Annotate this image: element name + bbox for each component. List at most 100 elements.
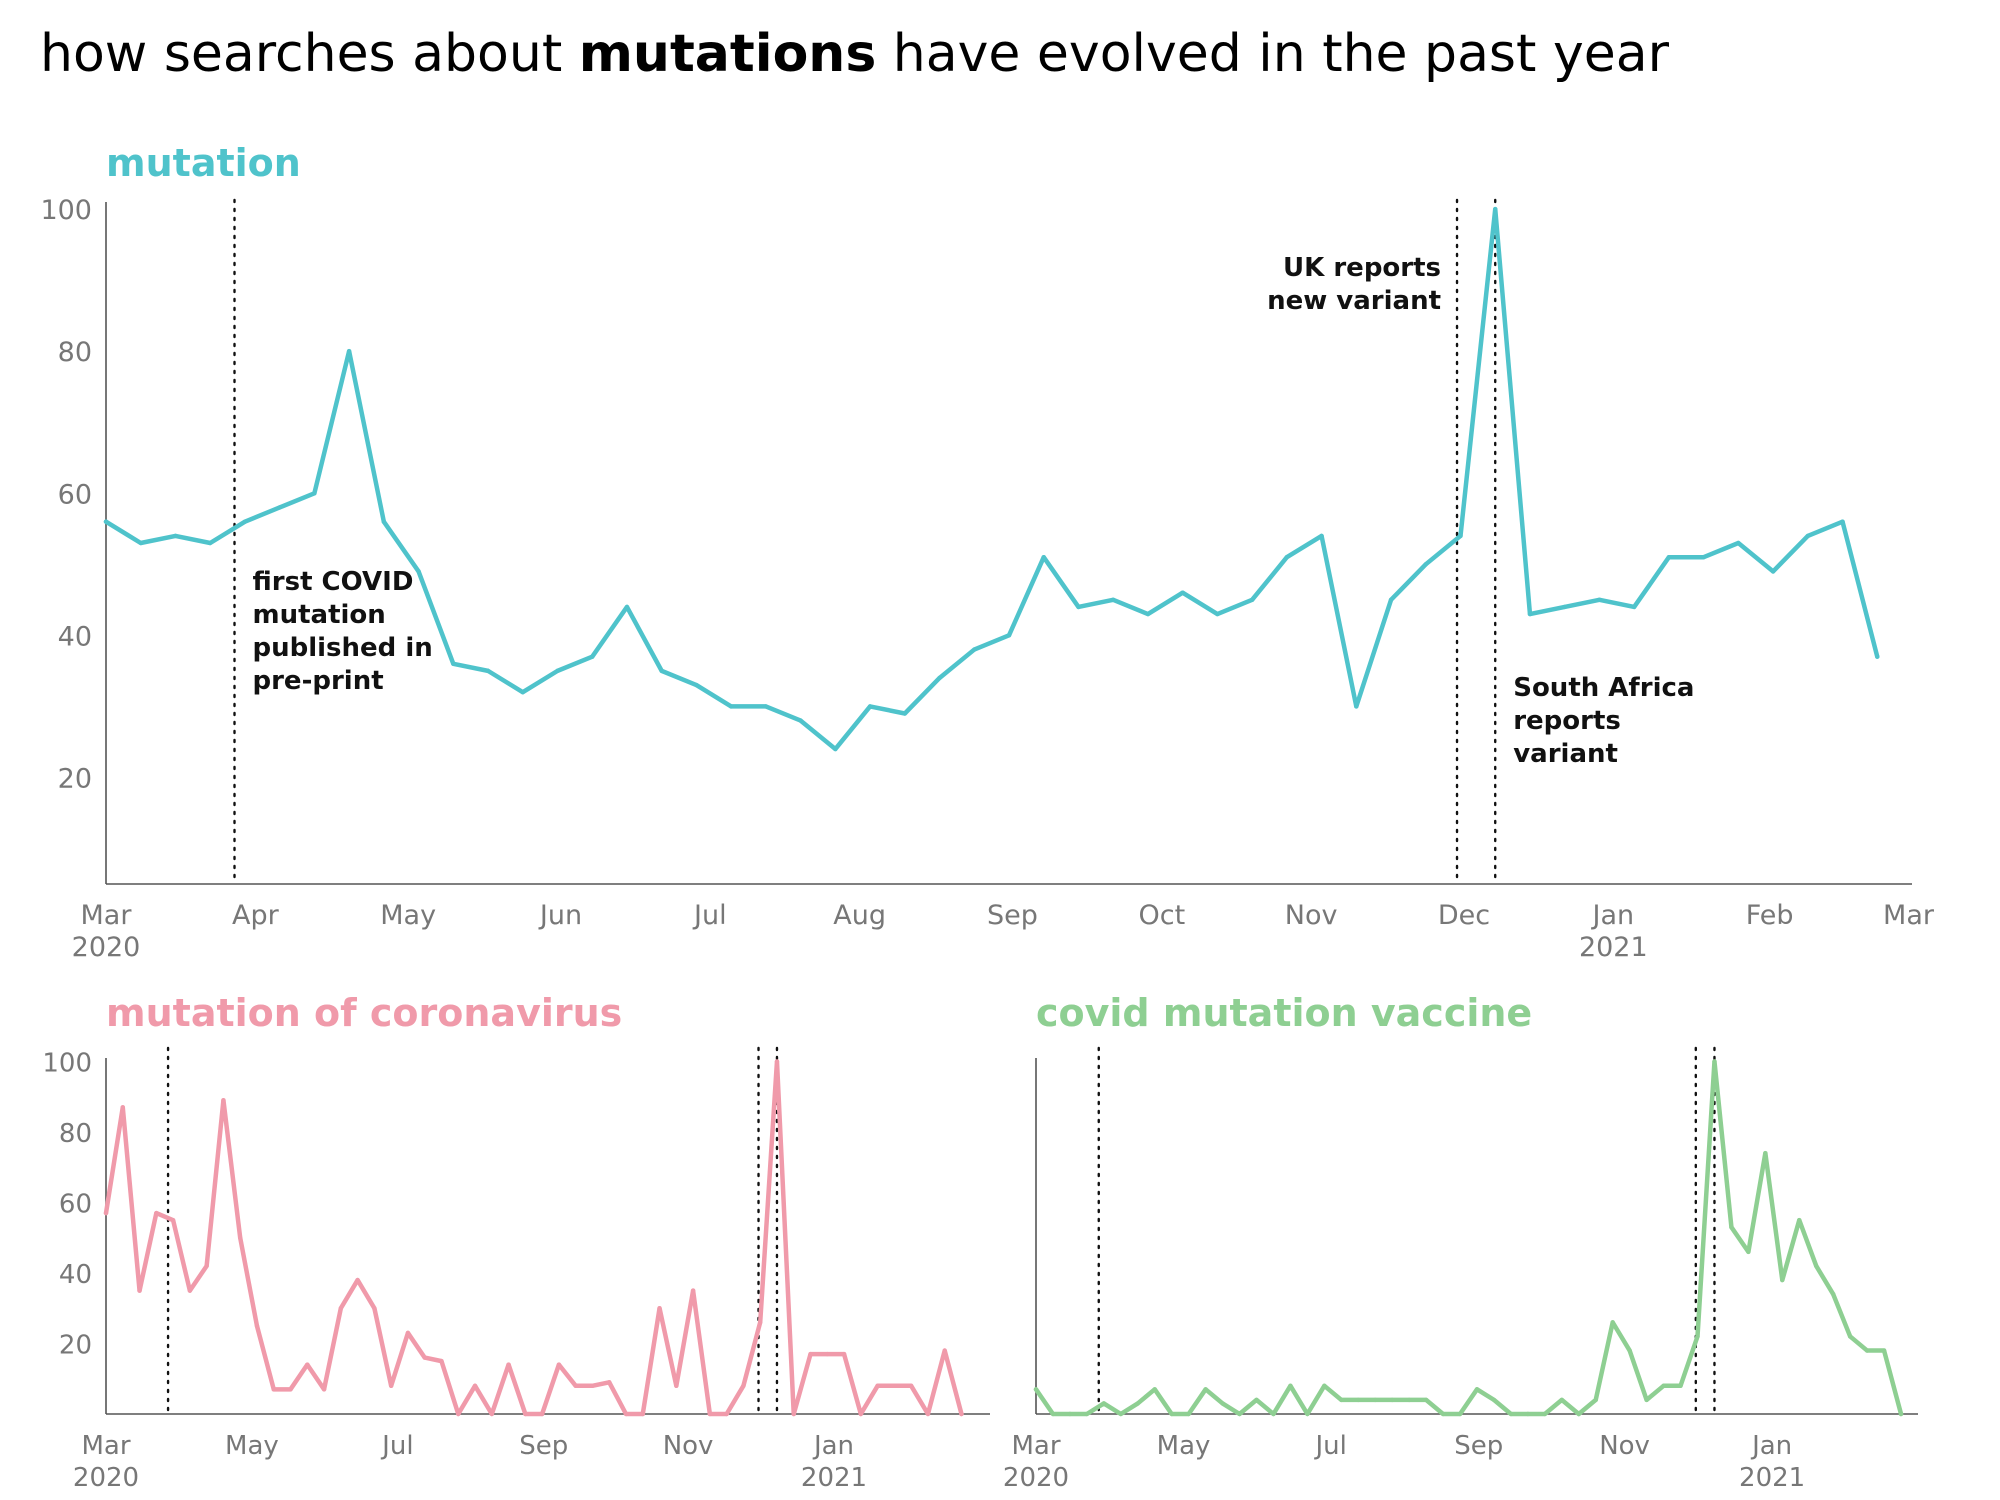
data-point [555,668,560,674]
x-tick-label: Mar [1011,1431,1060,1461]
x-tick-label: Feb [1746,900,1794,931]
y-tick-label: 100 [40,195,92,226]
x-tick-label: Sep [987,900,1038,931]
data-point [1356,1397,1361,1403]
data-point [1644,1397,1649,1403]
title-suffix: have evolved in the past year [876,24,1669,84]
data-point [1631,604,1637,610]
data-point [506,1362,511,1367]
data-point [1215,611,1220,617]
data-point [1875,654,1880,659]
data-point [1322,1383,1327,1389]
data-point [1746,1249,1751,1255]
event-annotation-line: published in [253,633,433,663]
data-point [1736,540,1741,546]
x-tick-label: Jul [380,1431,413,1461]
data-point [798,718,803,723]
data-point [1881,1348,1887,1353]
data-point [489,1411,495,1417]
data-point [1354,704,1359,709]
data-point [1559,1397,1565,1403]
title-prefix: how searches about [40,24,579,84]
x-tick-label: Jul [692,900,727,931]
data-point [1067,1411,1073,1417]
data-point [103,1210,109,1216]
data-point [1661,1383,1666,1389]
event-annotation-line: variant [1513,739,1618,769]
data-point [1797,1217,1802,1223]
data-point [1457,1411,1463,1417]
series-line [1033,1059,1904,1417]
x-tick-label: Dec [1438,900,1490,931]
data-point [1339,1397,1344,1403]
data-point [1847,1334,1853,1339]
data-point [1288,1383,1293,1389]
data-point [520,689,525,695]
x-tick-year-label: 2020 [72,932,141,963]
event-annotation: UK reports new variant [1267,253,1441,316]
event-annotation-line: UK reports [1283,253,1441,283]
data-point [288,1387,293,1392]
data-point [1627,1348,1632,1353]
data-point [1220,1401,1225,1406]
data-point [1271,1411,1276,1417]
data-point [1033,1387,1039,1392]
y-tick-label: 60 [59,1190,92,1220]
x-tick-label: Jul [1313,1431,1346,1461]
data-point [741,1383,746,1389]
data-point [338,1306,344,1311]
data-point [858,1411,864,1417]
x-tick-label: Oct [1138,900,1185,931]
data-point [346,348,352,354]
data-point [1610,1320,1615,1325]
data-point [1423,562,1428,567]
event-annotation-line: first COVID [253,567,414,597]
data-point [472,1383,478,1389]
data-point [439,1358,444,1364]
data-point [137,1288,142,1293]
data-point [1284,555,1290,560]
data-point [204,1263,209,1269]
data-point [1389,1397,1395,1403]
data-point [590,654,595,659]
data-point [1203,1387,1208,1392]
x-tick-label: Nov [1285,900,1338,931]
data-point [1249,597,1255,603]
x-tick-year-label: 2020 [73,1463,139,1493]
data-point [1814,1263,1819,1269]
x-tick-label: Sep [519,1431,568,1461]
data-point [1805,533,1811,539]
data-point [833,746,838,752]
data-point [959,1411,964,1417]
data-point [763,704,769,709]
data-point [1593,1397,1598,1403]
y-tick-label: 80 [59,1119,92,1149]
data-point [1145,611,1151,617]
y-tick-label: 40 [58,621,92,652]
data-point [1319,533,1324,539]
event-annotation-line: pre-print [253,666,384,696]
data-point [657,1306,662,1311]
x-tick-label: Aug [833,900,886,931]
data-point [1666,555,1672,560]
data-point [170,1217,176,1223]
data-point [1186,1411,1191,1417]
data-point [451,661,456,666]
data-point [556,1362,562,1367]
data-point [254,1323,260,1329]
page-title: how searches about mutations have evolve… [40,24,1669,84]
data-point [1763,1150,1768,1156]
data-point [242,519,248,524]
data-point [607,1380,612,1385]
data-point [1152,1387,1157,1392]
data-point [154,1210,159,1216]
data-point [1576,1411,1581,1417]
data-point [1474,1387,1480,1392]
data-point [1388,597,1394,603]
x-tick-label: Jan [1591,900,1635,931]
data-point [388,1383,394,1389]
data-point [1169,1411,1174,1417]
x-tick-label: Nov [663,1431,714,1461]
